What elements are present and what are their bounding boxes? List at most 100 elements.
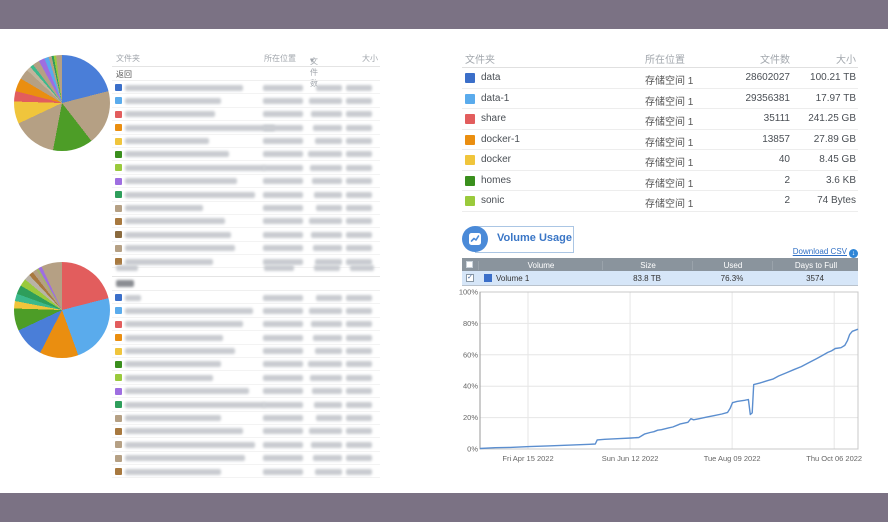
pie-chart-bottom[interactable] bbox=[14, 262, 110, 358]
blurred-text bbox=[263, 205, 303, 212]
table-row[interactable] bbox=[112, 398, 380, 412]
table-row[interactable]: sonic 存储空间 1 2 74 Bytes bbox=[462, 191, 858, 212]
col-size[interactable]: Size bbox=[602, 261, 693, 270]
folder-size: 100.21 TB bbox=[810, 72, 856, 83]
svg-text:20%: 20% bbox=[463, 413, 478, 422]
table-row[interactable] bbox=[112, 465, 380, 479]
table-row[interactable] bbox=[112, 255, 380, 269]
table-row[interactable]: share 存储空间 1 35111 241.25 GB bbox=[462, 109, 858, 130]
table-row[interactable] bbox=[112, 242, 380, 256]
blurred-text bbox=[346, 164, 372, 171]
col-location[interactable]: 所在位置 bbox=[645, 55, 685, 66]
folder-color-swatch-icon bbox=[115, 320, 122, 328]
table-row[interactable] bbox=[112, 121, 380, 135]
folder-color-swatch-icon bbox=[115, 454, 122, 462]
table-row[interactable] bbox=[112, 94, 380, 108]
table-row[interactable]: docker-1 存储空间 1 13857 27.89 GB bbox=[462, 130, 858, 150]
folder-color-swatch-icon bbox=[115, 414, 122, 422]
blurred-text bbox=[309, 307, 342, 314]
blurred-text bbox=[311, 111, 342, 118]
blurred-text bbox=[263, 374, 303, 381]
col-count[interactable]: 文件数 bbox=[760, 55, 790, 66]
folder-count: 35111 bbox=[763, 113, 790, 124]
blurred-text bbox=[346, 191, 372, 198]
col-used[interactable]: Used bbox=[692, 261, 773, 270]
blurred-text bbox=[346, 321, 372, 328]
blurred-text bbox=[346, 111, 372, 118]
blurred-text bbox=[346, 245, 372, 252]
table-row[interactable] bbox=[112, 371, 380, 385]
volume-row[interactable]: ✓ Volume 1 83.8 TB 76.3% 3574 bbox=[462, 271, 858, 286]
table-row[interactable] bbox=[112, 304, 380, 318]
table-row[interactable] bbox=[112, 291, 380, 305]
col-size[interactable]: 大小 bbox=[836, 55, 856, 66]
col-folder[interactable]: 文件夹 bbox=[116, 54, 140, 63]
svg-text:Fri Apr 15 2022: Fri Apr 15 2022 bbox=[502, 454, 553, 463]
table-row[interactable] bbox=[112, 385, 380, 399]
table-row[interactable]: homes 存储空间 1 2 3.6 KB bbox=[462, 171, 858, 191]
folder-color-swatch-icon bbox=[115, 401, 122, 409]
table-row[interactable]: data-1 存储空间 1 29356381 17.97 TB bbox=[462, 89, 858, 109]
table-row[interactable] bbox=[112, 148, 380, 162]
blurred-text bbox=[125, 321, 243, 328]
blurred-text bbox=[346, 307, 372, 314]
blurred-text bbox=[310, 164, 342, 171]
select-all-checkbox[interactable] bbox=[466, 261, 473, 268]
blurred-text bbox=[263, 361, 303, 368]
table-row[interactable] bbox=[112, 135, 380, 148]
table-row[interactable] bbox=[112, 161, 380, 175]
table-row[interactable] bbox=[112, 425, 380, 439]
svg-text:100%: 100% bbox=[459, 288, 479, 297]
table-row[interactable] bbox=[112, 215, 380, 229]
blurred-text bbox=[312, 388, 342, 395]
table-body bbox=[112, 291, 380, 479]
pie-chart-top[interactable] bbox=[14, 55, 110, 151]
col-volume[interactable]: Volume bbox=[478, 261, 603, 270]
folder-name: data bbox=[481, 72, 501, 83]
folder-color-swatch-icon bbox=[115, 360, 122, 368]
col-folder[interactable]: 文件夹 bbox=[465, 55, 495, 66]
download-csv-link[interactable]: Download CSV bbox=[792, 247, 847, 256]
table-row[interactable] bbox=[112, 318, 380, 332]
table-row[interactable] bbox=[112, 202, 380, 215]
table-row[interactable] bbox=[112, 358, 380, 372]
blurred-text bbox=[125, 334, 223, 341]
back-row[interactable]: 返回 bbox=[112, 67, 380, 81]
col-size[interactable]: 大小 bbox=[362, 54, 378, 63]
blurred-text bbox=[263, 468, 303, 475]
table-row[interactable] bbox=[112, 331, 380, 345]
table-row[interactable] bbox=[112, 175, 380, 189]
folder-location: 存储空间 1 bbox=[645, 199, 694, 210]
folder-count: 29356381 bbox=[745, 92, 791, 104]
back-row-blurred[interactable] bbox=[112, 277, 380, 291]
blurred-text bbox=[346, 415, 372, 422]
folder-color-swatch-icon bbox=[465, 175, 475, 186]
left-folders-table-bottom bbox=[112, 260, 380, 479]
table-row[interactable]: docker 存储空间 1 40 8.45 GB bbox=[462, 150, 858, 171]
blurred-text bbox=[125, 205, 203, 212]
table-row[interactable] bbox=[112, 438, 380, 452]
blurred-text bbox=[312, 178, 342, 185]
blurred-text bbox=[125, 428, 243, 435]
blurred-text bbox=[346, 258, 372, 265]
blurred-text bbox=[346, 205, 372, 212]
folder-location: 存储空间 1 bbox=[645, 137, 694, 149]
col-location[interactable]: 所在位置 bbox=[264, 54, 296, 63]
folder-color-swatch-icon bbox=[115, 244, 122, 252]
table-row[interactable] bbox=[112, 412, 380, 425]
table-row[interactable] bbox=[112, 81, 380, 95]
folder-color-swatch-icon bbox=[115, 374, 122, 382]
table-row[interactable]: data 存储空间 1 28602027 100.21 TB bbox=[462, 68, 858, 89]
download-icon[interactable]: ↓ bbox=[849, 249, 858, 258]
folder-color-swatch-icon bbox=[115, 307, 122, 315]
col-days-to-full[interactable]: Days to Full bbox=[772, 261, 859, 270]
table-row[interactable] bbox=[112, 228, 380, 242]
table-row[interactable] bbox=[112, 108, 380, 122]
blurred-text bbox=[313, 334, 342, 341]
blurred-text bbox=[125, 231, 231, 238]
table-row[interactable] bbox=[112, 452, 380, 466]
blurred-text bbox=[346, 361, 372, 368]
table-row[interactable] bbox=[112, 345, 380, 358]
table-row[interactable] bbox=[112, 188, 380, 202]
volume-checkbox[interactable]: ✓ bbox=[466, 274, 474, 282]
